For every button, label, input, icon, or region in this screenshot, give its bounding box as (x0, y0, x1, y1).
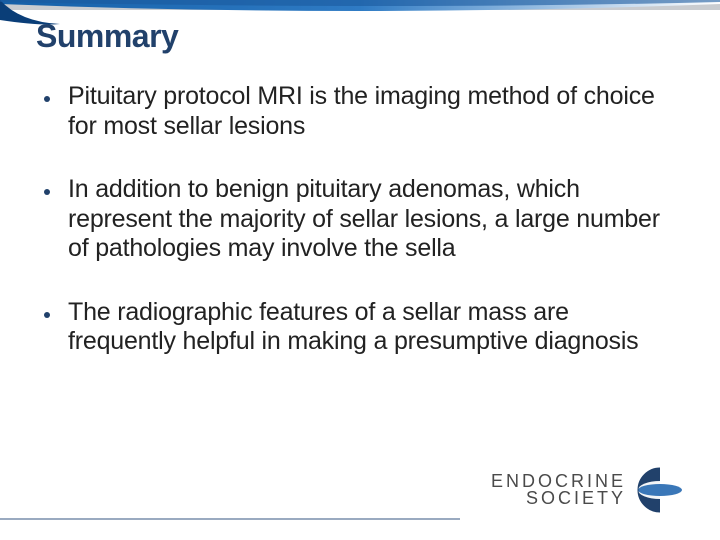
bullet-item: In addition to benign pituitary adenomas… (38, 175, 660, 264)
bullet-dot-icon (44, 189, 50, 195)
bullet-item: The radiographic features of a sellar ma… (38, 298, 660, 357)
bullet-text: Pituitary protocol MRI is the imaging me… (68, 82, 660, 141)
footer-divider (0, 518, 460, 520)
endocrine-society-logo: ENDOCRINE SOCIETY (491, 466, 684, 514)
logo-text: ENDOCRINE SOCIETY (491, 473, 626, 507)
bullet-text: In addition to benign pituitary adenomas… (68, 175, 660, 264)
bullet-dot-icon (44, 96, 50, 102)
slide-body: Pituitary protocol MRI is the imaging me… (38, 82, 660, 391)
globe-icon (636, 466, 684, 514)
slide-title: Summary (36, 18, 178, 55)
bullet-item: Pituitary protocol MRI is the imaging me… (38, 82, 660, 141)
logo-line2: SOCIETY (491, 490, 626, 507)
bullet-text: The radiographic features of a sellar ma… (68, 298, 660, 357)
bullet-dot-icon (44, 312, 50, 318)
